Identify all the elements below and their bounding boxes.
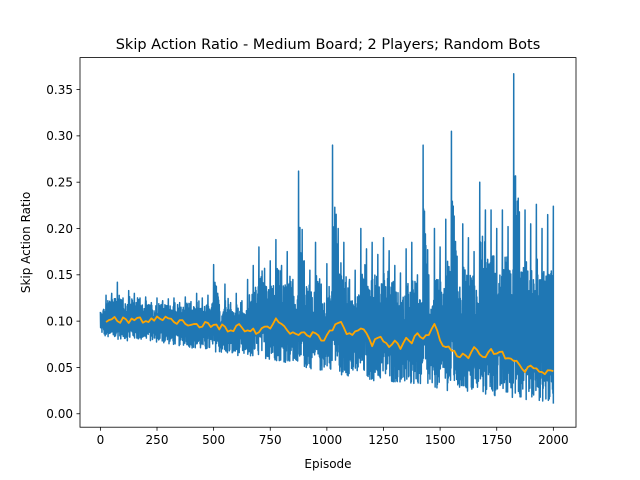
x-axis: 0 250 500 750 1000 1250 1500 1750 2000 [97, 427, 569, 447]
y-tick-label: 0.10 [46, 314, 73, 328]
y-tick-label: 0.25 [46, 175, 73, 189]
x-tick-label: 1000 [312, 433, 343, 447]
y-tick-label: 0.20 [46, 222, 73, 236]
plot-area [99, 73, 555, 404]
moving-average-line [105, 315, 554, 376]
x-tick-label: 1250 [368, 433, 399, 447]
x-tick-label: 1500 [425, 433, 456, 447]
x-tick-label: 2000 [538, 433, 569, 447]
axes-frame [79, 57, 577, 428]
blue-series-layer [99, 73, 555, 404]
y-tick-label: 0.35 [46, 83, 73, 97]
x-tick-label: 750 [259, 433, 282, 447]
x-tick-label: 250 [146, 433, 169, 447]
x-tick-label: 0 [97, 433, 105, 447]
y-tick-label: 0.30 [46, 129, 73, 143]
x-axis-label: Episode [304, 457, 351, 471]
orange-series-layer [105, 315, 554, 376]
y-tick-label: 0.00 [46, 407, 73, 421]
y-tick-label: 0.15 [46, 268, 73, 282]
y-tick-label: 0.05 [46, 361, 73, 375]
x-tick-label: 500 [202, 433, 225, 447]
chart-title: Skip Action Ratio - Medium Board; 2 Play… [116, 37, 541, 53]
y-axis-label: Skip Action Ratio [19, 192, 33, 294]
x-tick-label: 1750 [481, 433, 512, 447]
raw-series-line [99, 73, 555, 404]
y-axis: 0.00 0.05 0.10 0.15 0.20 0.25 0.30 0.35 [46, 83, 80, 421]
